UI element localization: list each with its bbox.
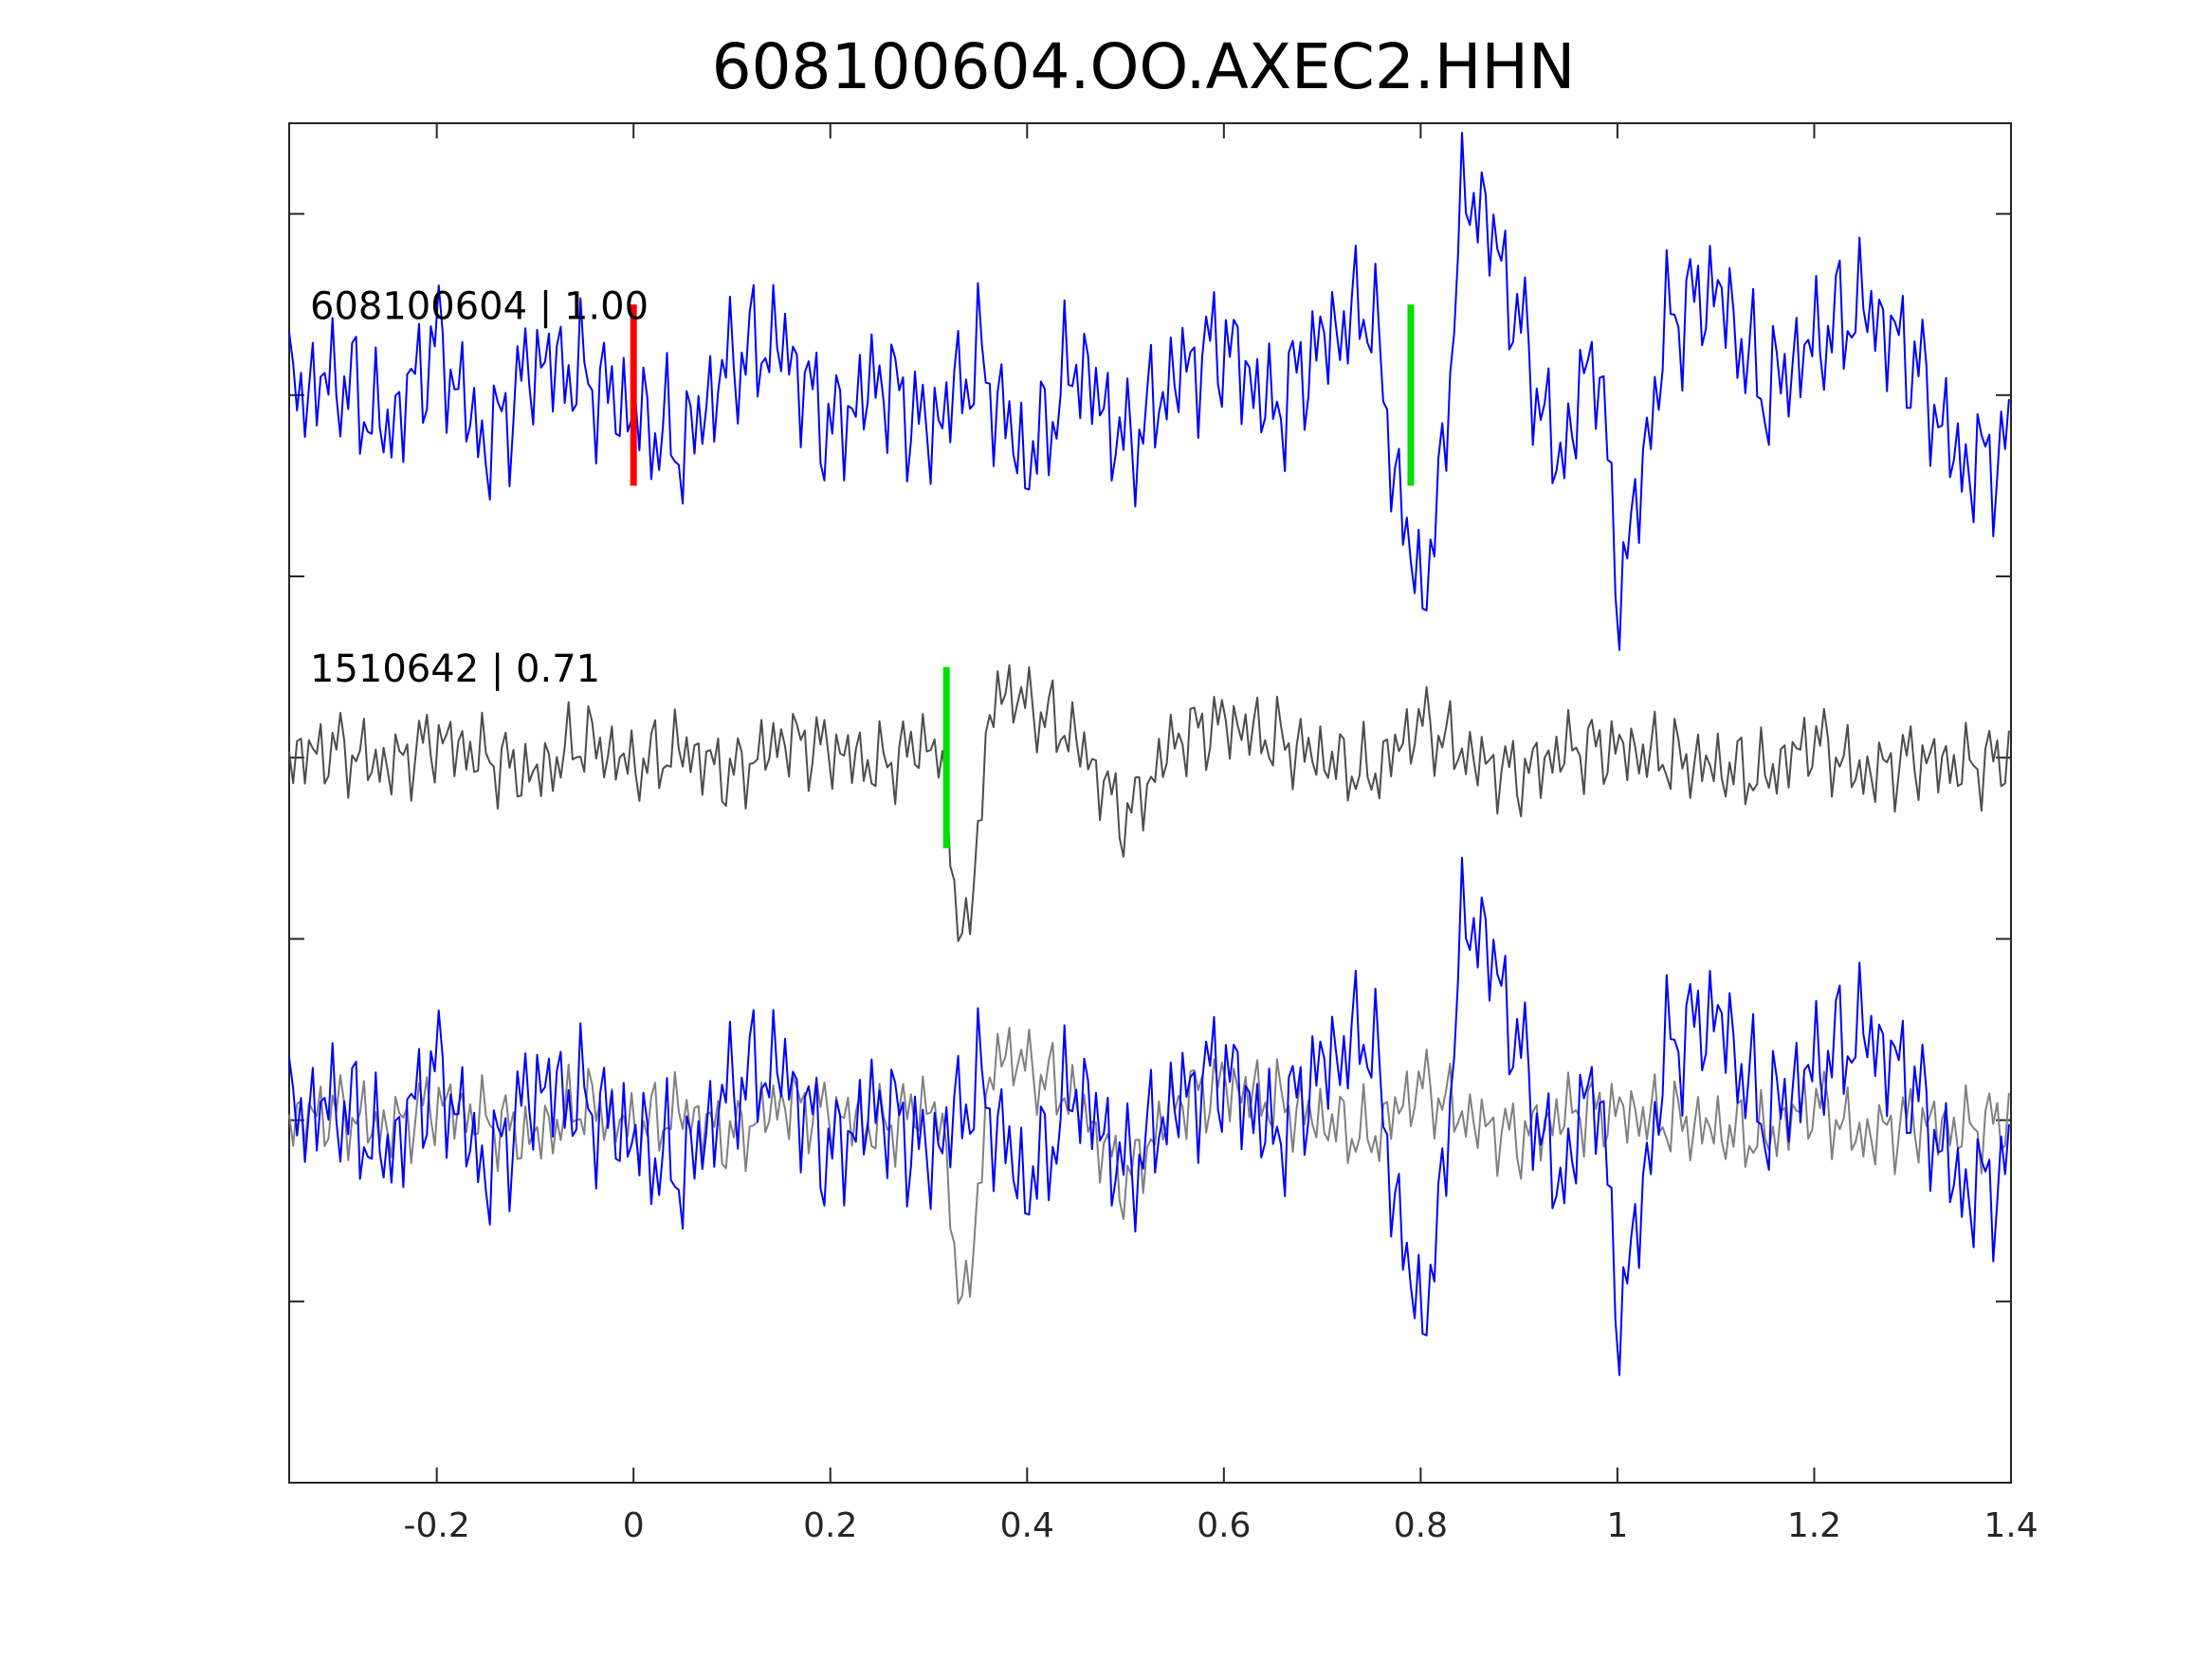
overlay-secondary-line xyxy=(288,1027,2010,1305)
trace-label-2: 1510642 | 0.71 xyxy=(310,647,600,691)
x-tick-label: 1 xyxy=(1606,1506,1628,1545)
x-tick-label: 0.4 xyxy=(1000,1506,1054,1545)
overlay-primary-line xyxy=(288,856,2010,1376)
trace-label-1: 608100604 | 1.00 xyxy=(310,284,649,328)
plot-frame xyxy=(288,122,2012,1484)
trace-1-line xyxy=(288,132,2010,651)
trace-labels: 608100604 | 1.00 1510642 | 0.71 xyxy=(310,284,649,690)
axis-ticks: -0.2 0 0.2 0.4 0.6 0.8 1 1.2 1.4 xyxy=(289,123,2038,1545)
x-tick-label: 1.4 xyxy=(1983,1506,2038,1545)
chart-title: 608100604.OO.AXEC2.HHN xyxy=(712,30,1576,103)
x-tick-label: 0 xyxy=(623,1506,645,1545)
x-tick-label: 0.2 xyxy=(803,1506,857,1545)
x-tick-label: 1.2 xyxy=(1787,1506,1841,1545)
x-tick-label: 0.8 xyxy=(1394,1506,1448,1545)
traces-layer xyxy=(288,132,2010,1376)
pick-markers xyxy=(630,304,1415,848)
x-tick-label: 0.6 xyxy=(1197,1506,1251,1545)
trace-2-line xyxy=(288,664,2010,942)
x-tick-label: -0.2 xyxy=(404,1506,470,1545)
